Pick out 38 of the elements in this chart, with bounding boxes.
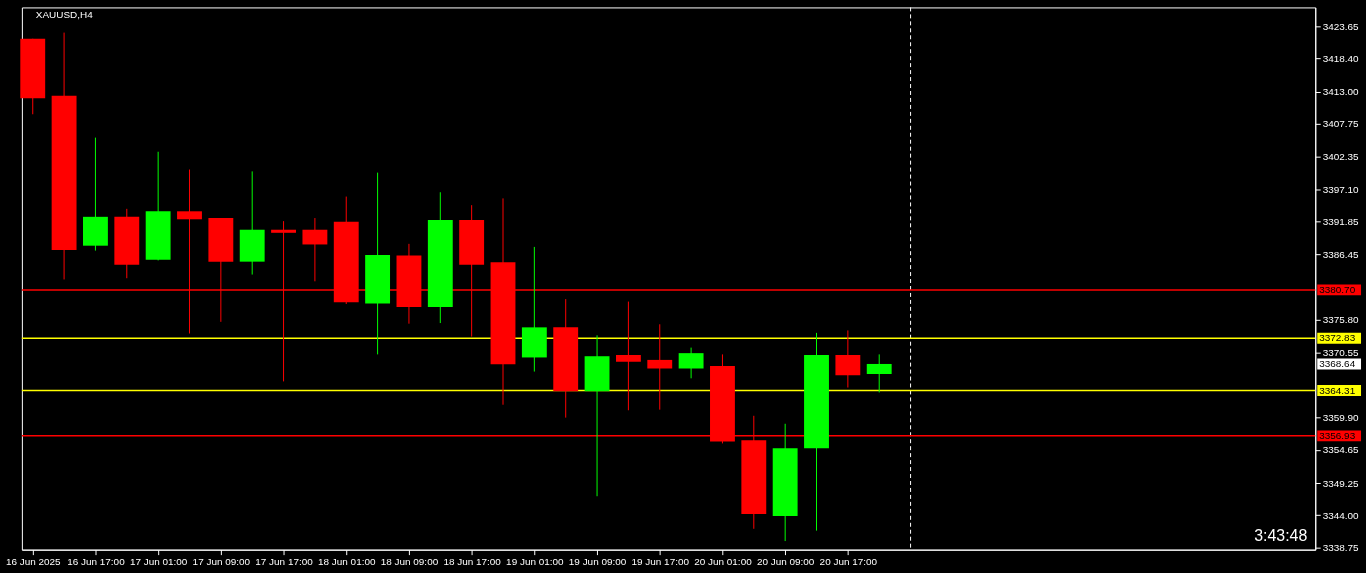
- y-tick-label: 3354.65: [1322, 444, 1360, 456]
- y-tick-label: 3359.90: [1322, 412, 1360, 424]
- x-tick-label: 19 Jun 09:00: [568, 556, 627, 568]
- y-tick-label: 3413.00: [1322, 86, 1360, 98]
- y-tick-label: 3370.55: [1322, 346, 1360, 358]
- y-tick-label: 3391.85: [1322, 215, 1360, 227]
- ref-line-label: 3364.31: [1319, 384, 1356, 396]
- y-tick-label: 3418.40: [1322, 52, 1360, 64]
- y-tick-label: 3386.45: [1322, 249, 1360, 261]
- x-tick-label: 17 Jun 09:00: [192, 556, 251, 568]
- y-tick-label: 3423.65: [1322, 20, 1360, 32]
- x-tick-label: 20 Jun 01:00: [694, 556, 753, 568]
- x-tick-label: 16 Jun 17:00: [67, 556, 126, 568]
- y-tick-label: 3375.80: [1322, 314, 1360, 326]
- text: 3368.64: [1319, 357, 1356, 369]
- y-tick-label: 3344.00: [1322, 509, 1360, 521]
- x-tick-label: 19 Jun 01:00: [506, 556, 565, 568]
- chart-title: XAUUSD,H4: [35, 9, 94, 21]
- x-tick-label: 20 Jun 09:00: [756, 556, 815, 568]
- x-tick-label: 16 Jun 2025: [5, 556, 62, 568]
- candlestick: [615, 301, 641, 411]
- y-tick-label: 3402.35: [1322, 151, 1360, 163]
- y-tick-label: 3407.75: [1322, 118, 1360, 130]
- x-tick-label: 19 Jun 17:00: [631, 556, 690, 568]
- annotation: 3:43:48: [1254, 526, 1308, 544]
- y-tick-label: 3397.10: [1322, 183, 1360, 195]
- ref-line-label: 3380.70: [1319, 283, 1356, 295]
- ref-line-label: 3372.83: [1319, 332, 1356, 344]
- candlestick: [647, 323, 673, 411]
- y-tick-label: 3349.25: [1322, 477, 1360, 489]
- x-tick-label: 17 Jun 01:00: [129, 556, 188, 568]
- x-tick-label: 18 Jun 17:00: [443, 556, 502, 568]
- ref-line-label: 3356.93: [1319, 429, 1356, 441]
- x-tick-label: 17 Jun 17:00: [255, 556, 314, 568]
- y-tick-label: 3338.75: [1322, 541, 1360, 553]
- x-tick-label: 20 Jun 17:00: [819, 556, 878, 568]
- x-tick-label: 18 Jun 09:00: [380, 556, 439, 568]
- x-tick-label: 18 Jun 01:00: [318, 556, 376, 568]
